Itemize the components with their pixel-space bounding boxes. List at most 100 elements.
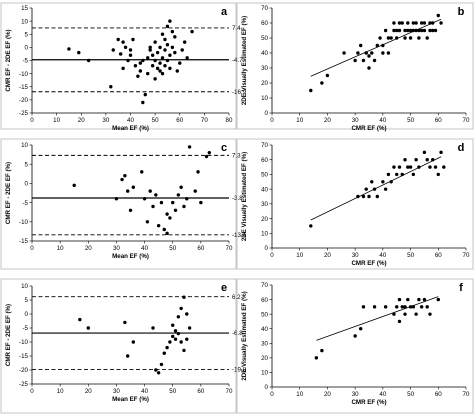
data-point (146, 56, 150, 60)
data-point (361, 305, 366, 309)
y-axis-label: 2DE Visually Estimated EF (%) (241, 291, 248, 380)
data-point (168, 216, 172, 220)
data-point (179, 306, 183, 311)
data-point (428, 21, 432, 25)
x-tick-label: 40 (379, 252, 386, 259)
data-point (165, 58, 170, 63)
panel-frame (236, 138, 474, 270)
data-point (160, 32, 165, 36)
x-tick-label: 40 (141, 388, 148, 395)
data-point (411, 305, 416, 309)
panel-a: -25 -20 -15 -10 -5 0 5 10 15 0 10 20 30 40 50 60 70 80 Mea… (0, 2, 247, 132)
x-tick-label: 80 (226, 117, 233, 124)
data-point (389, 180, 393, 184)
data-point (185, 197, 189, 201)
x-tick-label: 60 (435, 117, 442, 124)
upper-loa-label: 6.2 (232, 294, 241, 301)
x-tick-label: 50 (169, 388, 176, 395)
data-point (403, 158, 407, 162)
x-tick-label: 50 (407, 391, 414, 398)
y-axis-label: CMR EF - 2DE EF (%) (5, 304, 12, 366)
x-tick-label: 10 (53, 117, 60, 124)
data-point (309, 88, 313, 93)
data-point (128, 208, 133, 212)
y-tick-label: 20 (261, 80, 268, 87)
data-point (400, 21, 404, 25)
data-point (433, 28, 438, 33)
y-tick-label: -15 (19, 238, 29, 245)
y-axis-label: 2DE Visually Estimated EF (%) (241, 16, 248, 105)
data-point (120, 177, 124, 182)
data-point (121, 66, 125, 71)
x-tick-label: 20 (324, 391, 331, 398)
data-point (320, 81, 324, 85)
data-point (121, 40, 125, 44)
y-tick-label: -20 (19, 367, 29, 374)
data-point (86, 326, 90, 330)
data-point (383, 305, 388, 309)
data-point (375, 43, 380, 48)
y-tick-label: 30 (261, 65, 268, 72)
data-point (414, 21, 418, 25)
x-tick-label: 40 (379, 391, 386, 398)
data-point (138, 61, 143, 65)
y-tick-label: 0 (265, 384, 269, 391)
data-point (185, 337, 189, 341)
data-point (395, 36, 399, 40)
y-tick-label: -10 (19, 339, 29, 346)
data-point (140, 170, 144, 174)
data-point (397, 297, 402, 302)
data-point (171, 200, 175, 205)
data-point (425, 36, 429, 40)
data-point (187, 145, 192, 149)
data-point (163, 64, 167, 68)
x-tick-label: 0 (30, 245, 34, 252)
y-tick-label: 0 (25, 311, 29, 318)
data-point (439, 150, 443, 155)
x-tick-label: 30 (352, 252, 359, 259)
data-point (383, 28, 388, 33)
data-point (160, 71, 165, 76)
data-point (389, 36, 393, 40)
x-tick-label: 10 (57, 245, 64, 252)
y-tick-label: 10 (21, 142, 28, 149)
y-tick-label: 20 (261, 355, 268, 362)
y-tick-label: 5 (25, 161, 29, 168)
data-point (162, 227, 166, 232)
x-tick-label: 10 (296, 117, 303, 124)
data-point (431, 28, 435, 33)
data-point (342, 51, 346, 55)
lower-loa-label: -16.9 (232, 89, 247, 96)
y-tick-label: 10 (21, 283, 28, 290)
data-point (178, 61, 182, 65)
data-point (403, 36, 407, 40)
y-tick-label: 40 (261, 186, 268, 193)
data-point (163, 48, 167, 52)
data-point (182, 40, 187, 44)
data-point (358, 43, 363, 48)
x-tick-label: 20 (324, 117, 331, 124)
data-point (142, 197, 147, 201)
data-point (406, 21, 410, 25)
x-tick-label: 0 (270, 117, 274, 124)
y-tick-label: 0 (25, 181, 29, 188)
data-point (204, 154, 209, 159)
data-point (397, 319, 402, 324)
panel-d: 0 10 20 30 40 50 60 70 0 10 20 30 40 50 60 70 CMR EF (%)… (236, 138, 474, 270)
data-point (72, 183, 76, 188)
data-point (381, 43, 385, 48)
y-tick-label: 10 (261, 230, 268, 237)
x-tick-label: 50 (407, 117, 414, 124)
data-point (158, 45, 162, 50)
data-point (196, 170, 200, 174)
y-tick-label: 20 (261, 216, 268, 223)
data-point (414, 312, 418, 316)
y-tick-label: 40 (261, 326, 268, 333)
data-point (419, 305, 424, 309)
data-point (125, 189, 130, 193)
data-point (381, 51, 385, 55)
data-point (190, 29, 194, 34)
data-point (395, 305, 399, 309)
trend-line (310, 18, 442, 77)
x-axis-label: CMR EF (%) (351, 260, 386, 267)
